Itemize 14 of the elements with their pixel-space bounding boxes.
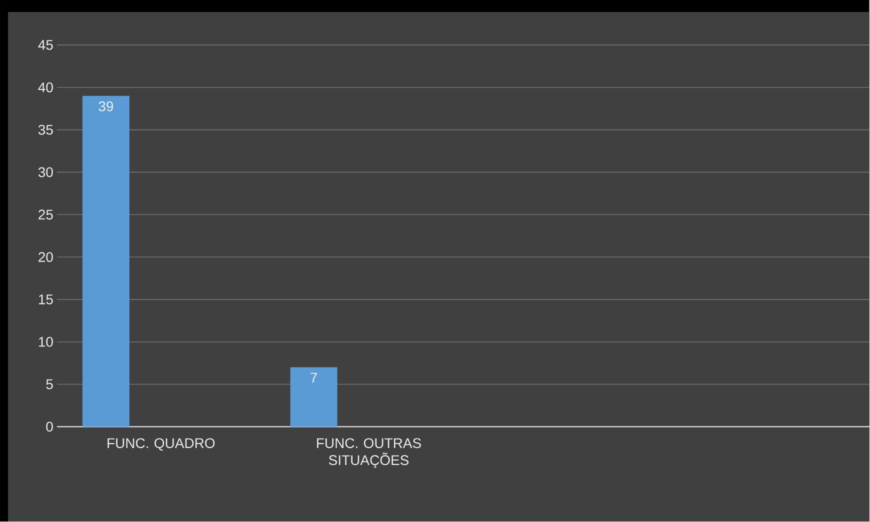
y-tick-label: 5 [46,380,53,390]
data-label: 39 [98,102,114,112]
y-tick-label: 45 [38,40,53,50]
y-tick-label: 10 [38,337,53,348]
y-tick-label: 0 [46,422,53,432]
data-label: 7 [310,373,317,383]
y-tick-label: 35 [38,125,53,135]
x-tick-label: FUNC. OUTRAS SITUAÇÕES [317,438,421,468]
y-tick-label: 40 [38,82,53,93]
y-tick-label: 30 [38,167,53,178]
x-tick-label: FUNC. QUADRO [108,438,215,451]
y-tick-label: 15 [38,294,53,305]
y-tick-label: 20 [38,252,53,262]
y-tick-label: 25 [38,210,53,220]
